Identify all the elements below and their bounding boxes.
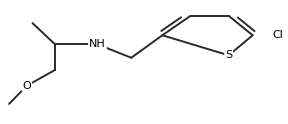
Text: NH: NH (89, 39, 106, 49)
Text: Cl: Cl (272, 30, 283, 40)
Text: O: O (22, 81, 31, 91)
Text: S: S (225, 50, 232, 60)
